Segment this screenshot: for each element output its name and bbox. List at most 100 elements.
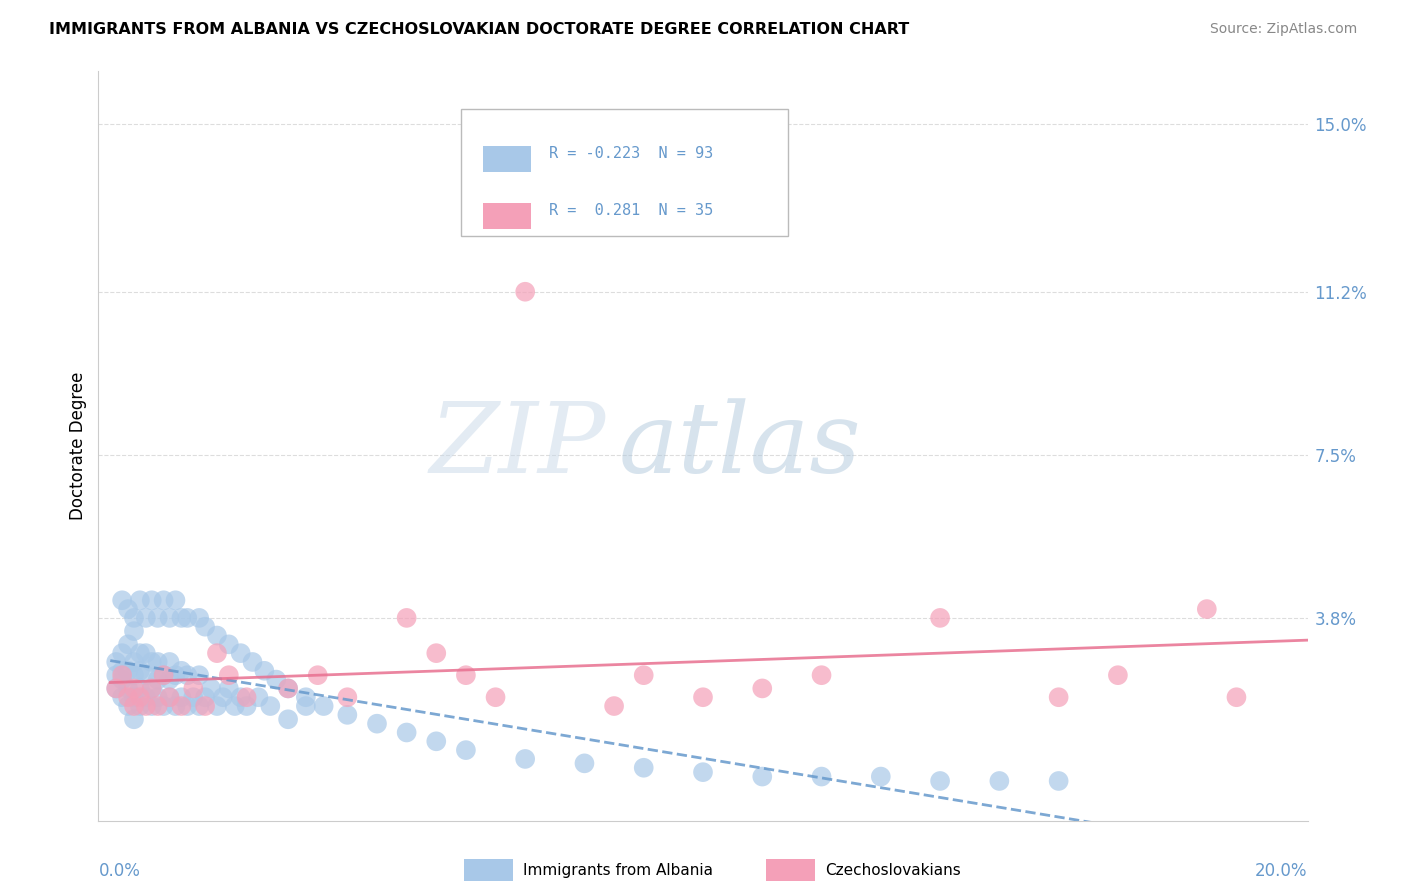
- Point: [259, 699, 281, 714]
- Point: [277, 681, 299, 696]
- Point: [200, 681, 222, 696]
- Point: [159, 690, 181, 705]
- Point: [135, 699, 157, 714]
- Point: [165, 668, 187, 682]
- Point: [105, 668, 128, 682]
- Point: [1047, 690, 1070, 705]
- Point: [105, 681, 128, 696]
- Point: [170, 699, 193, 714]
- Point: [395, 611, 418, 625]
- Point: [129, 593, 152, 607]
- Point: [159, 655, 181, 669]
- Point: [122, 690, 145, 705]
- Point: [105, 655, 128, 669]
- Point: [218, 668, 240, 682]
- Point: [929, 774, 952, 789]
- Point: [146, 699, 169, 714]
- Point: [633, 668, 655, 682]
- Point: [146, 690, 169, 705]
- Point: [307, 668, 329, 682]
- Point: [135, 646, 157, 660]
- Point: [122, 712, 145, 726]
- Point: [484, 690, 506, 705]
- Point: [277, 712, 299, 726]
- Point: [194, 620, 217, 634]
- Point: [122, 655, 145, 669]
- Point: [574, 756, 596, 771]
- Point: [117, 637, 139, 651]
- Point: [751, 770, 773, 784]
- Point: [111, 664, 134, 678]
- Point: [122, 668, 145, 682]
- Point: [181, 681, 204, 696]
- Point: [122, 681, 145, 696]
- Point: [122, 624, 145, 639]
- Point: [165, 593, 187, 607]
- Point: [159, 690, 181, 705]
- Text: R =  0.281  N = 35: R = 0.281 N = 35: [550, 203, 714, 219]
- Point: [869, 770, 891, 784]
- Bar: [482, 203, 531, 229]
- Point: [810, 668, 832, 682]
- Point: [205, 628, 228, 642]
- Text: R = -0.223  N = 93: R = -0.223 N = 93: [550, 146, 714, 161]
- Point: [603, 699, 626, 714]
- Point: [229, 690, 252, 705]
- Point: [176, 611, 198, 625]
- Point: [111, 668, 134, 682]
- Point: [247, 690, 270, 705]
- Point: [129, 664, 152, 678]
- Y-axis label: Doctorate Degree: Doctorate Degree: [69, 372, 87, 520]
- Point: [170, 611, 193, 625]
- Text: atlas: atlas: [619, 399, 860, 493]
- Text: Czechoslovakians: Czechoslovakians: [825, 863, 962, 878]
- Point: [425, 734, 447, 748]
- Point: [692, 690, 714, 705]
- Point: [111, 646, 134, 660]
- Point: [122, 611, 145, 625]
- Point: [170, 664, 193, 678]
- Point: [129, 690, 152, 705]
- Text: 0.0%: 0.0%: [98, 862, 141, 880]
- Point: [117, 664, 139, 678]
- Point: [159, 611, 181, 625]
- Point: [633, 761, 655, 775]
- Text: Source: ZipAtlas.com: Source: ZipAtlas.com: [1209, 22, 1357, 37]
- Point: [111, 673, 134, 687]
- Point: [242, 655, 264, 669]
- Point: [165, 699, 187, 714]
- Point: [152, 668, 174, 682]
- Point: [1195, 602, 1218, 616]
- Point: [141, 699, 163, 714]
- Point: [515, 285, 537, 299]
- Point: [117, 681, 139, 696]
- Point: [229, 646, 252, 660]
- Point: [751, 681, 773, 696]
- Point: [264, 673, 287, 687]
- Point: [152, 668, 174, 682]
- Point: [515, 752, 537, 766]
- Point: [188, 611, 211, 625]
- Bar: [482, 146, 531, 172]
- Point: [336, 707, 359, 722]
- Point: [141, 681, 163, 696]
- Point: [366, 716, 388, 731]
- Point: [111, 690, 134, 705]
- Point: [224, 699, 246, 714]
- Point: [117, 602, 139, 616]
- Point: [117, 690, 139, 705]
- Point: [810, 770, 832, 784]
- Point: [129, 681, 152, 696]
- Point: [295, 699, 318, 714]
- Point: [218, 681, 240, 696]
- Point: [188, 699, 211, 714]
- Point: [135, 611, 157, 625]
- Point: [152, 593, 174, 607]
- Point: [176, 699, 198, 714]
- Point: [135, 690, 157, 705]
- Point: [105, 681, 128, 696]
- Point: [692, 765, 714, 780]
- Point: [212, 690, 235, 705]
- Point: [277, 681, 299, 696]
- Point: [146, 655, 169, 669]
